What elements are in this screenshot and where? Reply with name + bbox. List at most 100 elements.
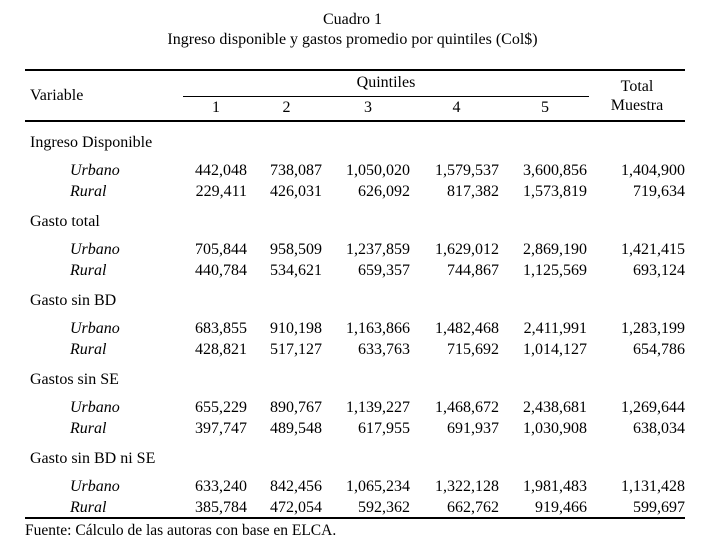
cell-value: 2,438,681: [523, 399, 587, 416]
table-row: Gasto sin BD ni SE: [25, 438, 685, 468]
row-label: Urbano: [70, 399, 120, 416]
cell-value: 744,867: [447, 262, 499, 279]
cell-value: 1,579,537: [435, 162, 499, 179]
cell-value: 691,937: [447, 420, 499, 437]
cell-value: 842,456: [270, 478, 322, 495]
cell-value: 397,747: [195, 420, 247, 437]
column-header-quintiles: Quintiles: [183, 70, 589, 97]
section-label: Ingreso Disponible: [30, 134, 153, 151]
cell-value: 910,198: [270, 320, 322, 337]
cell-value: 958,509: [270, 241, 322, 258]
table-row: Gasto total: [25, 201, 685, 231]
cell-value: 2,869,190: [523, 241, 587, 258]
cell-value: 1,163,866: [346, 320, 410, 337]
cell-value: 1,030,908: [523, 420, 587, 437]
section-label: Gasto sin BD: [30, 292, 117, 309]
quintile-column-header-3: 3: [364, 99, 372, 117]
cell-value: 1,065,234: [346, 478, 410, 495]
cell-value: 1,050,020: [346, 162, 410, 179]
cell-value: 659,357: [358, 262, 410, 279]
column-header-total: Total Muestra: [589, 70, 685, 121]
cell-value: 1,131,428: [621, 478, 685, 495]
cell-value: 705,844: [195, 241, 247, 258]
table-caption: Cuadro 1 Ingreso disponible y gastos pro…: [0, 0, 705, 50]
cell-value: 1,573,819: [523, 183, 587, 200]
cell-value: 1,283,199: [621, 320, 685, 337]
cell-value: 1,322,128: [435, 478, 499, 495]
table-row: Rural 385,784 472,054 592,362 662,762 91…: [25, 496, 685, 518]
cell-value: 1,468,672: [435, 399, 499, 416]
row-label: Urbano: [70, 241, 120, 258]
cell-value: 517,127: [270, 341, 322, 358]
quintile-column-header-2: 2: [282, 99, 291, 117]
source-note: Fuente: Cálculo de las autoras con base …: [25, 522, 337, 539]
cell-value: 385,784: [195, 499, 247, 516]
cell-value: 1,269,644: [621, 399, 685, 416]
quintile-column-header-4: 4: [452, 99, 461, 117]
data-table: Variable Quintiles Total Muestra 1 2 3 4…: [25, 69, 685, 519]
cell-value: 1,981,483: [523, 478, 587, 495]
cell-value: 654,786: [633, 341, 685, 358]
cell-value: 1,139,227: [346, 399, 410, 416]
table-row: Rural 397,747 489,548 617,955 691,937 1,…: [25, 417, 685, 438]
table-row: Ingreso Disponible: [25, 121, 685, 152]
table-body: Ingreso Disponible Urbano 442,048 738,08…: [25, 121, 685, 518]
total-header-line1: Total: [620, 77, 654, 95]
quintile-column-header-1: 1: [212, 99, 220, 117]
cell-value: 693,124: [633, 262, 685, 279]
total-header-line2: Muestra: [610, 96, 664, 114]
cell-value: 1,237,859: [346, 241, 410, 258]
cell-value: 662,762: [447, 499, 499, 516]
table-row: Gasto sin BD: [25, 280, 685, 310]
cell-value: 489,548: [270, 420, 322, 437]
table-row: Urbano 442,048 738,087 1,050,020 1,579,5…: [25, 152, 685, 180]
page-title: Cuadro 1: [322, 11, 383, 28]
cell-value: 442,048: [195, 162, 247, 179]
cell-value: 426,031: [270, 183, 322, 200]
row-label: Urbano: [70, 478, 120, 495]
table-row: Rural 440,784 534,621 659,357 744,867 1,…: [25, 259, 685, 280]
row-label: Urbano: [70, 320, 120, 337]
section-label: Gasto sin BD ni SE: [30, 450, 156, 467]
cell-value: 1,421,415: [621, 241, 685, 258]
cell-value: 626,092: [358, 183, 410, 200]
table-header-row: 1 2 3 4 5: [25, 96, 685, 121]
cell-value: 817,382: [447, 183, 499, 200]
cell-value: 3,600,856: [523, 162, 587, 179]
cell-value: 1,629,012: [435, 241, 499, 258]
cell-value: 633,240: [195, 478, 247, 495]
section-label: Gastos sin SE: [30, 371, 119, 388]
page-subtitle: Ingreso disponible y gastos promedio por…: [167, 31, 538, 48]
row-label: Urbano: [70, 162, 120, 179]
cell-value: 229,411: [195, 183, 247, 200]
cell-value: 592,362: [358, 499, 410, 516]
row-label: Rural: [70, 420, 107, 437]
column-header-variable: Variable: [30, 86, 84, 104]
cell-value: 655,229: [195, 399, 247, 416]
cell-value: 738,087: [270, 162, 322, 179]
cell-value: 638,034: [633, 420, 685, 437]
cell-value: 440,784: [195, 262, 247, 279]
cell-value: 472,054: [270, 499, 322, 516]
cell-value: 599,697: [633, 499, 685, 516]
cell-value: 890,767: [270, 399, 322, 416]
row-label: Rural: [70, 183, 107, 200]
table-row: Urbano 705,844 958,509 1,237,859 1,629,0…: [25, 231, 685, 259]
row-label: Rural: [70, 499, 107, 516]
table-row: Urbano 633,240 842,456 1,065,234 1,322,1…: [25, 468, 685, 496]
table-row: Urbano 655,229 890,767 1,139,227 1,468,6…: [25, 389, 685, 417]
cell-value: 1,125,569: [523, 262, 587, 279]
cell-value: 428,821: [195, 341, 247, 358]
cell-value: 719,634: [633, 183, 685, 200]
cell-value: 1,014,127: [523, 341, 587, 358]
section-label: Gasto total: [30, 213, 100, 230]
table-row: Gastos sin SE: [25, 359, 685, 389]
cell-value: 919,466: [535, 499, 587, 516]
table-row: Rural 229,411 426,031 626,092 817,382 1,…: [25, 180, 685, 201]
cell-value: 1,404,900: [621, 162, 685, 179]
table-row: Rural 428,821 517,127 633,763 715,692 1,…: [25, 338, 685, 359]
cell-value: 715,692: [447, 341, 499, 358]
cell-value: 2,411,991: [523, 320, 587, 337]
cell-value: 633,763: [358, 341, 410, 358]
